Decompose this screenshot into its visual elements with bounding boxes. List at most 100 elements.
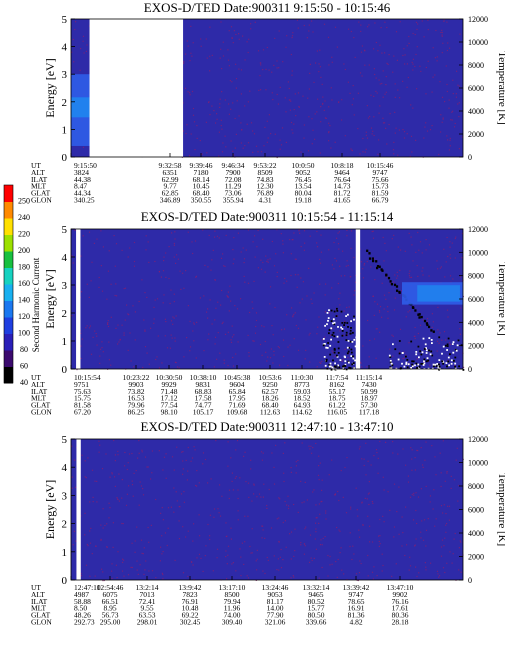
noise-dot — [367, 515, 369, 517]
patch-dot — [458, 365, 460, 368]
noise-dot — [265, 351, 267, 353]
noise-dot — [218, 512, 220, 514]
noise-dot — [421, 252, 423, 254]
noise-dot — [193, 323, 195, 325]
noise-dot — [196, 485, 198, 487]
noise-dot — [290, 100, 292, 102]
noise-dot — [322, 103, 324, 105]
noise-dot — [336, 46, 338, 48]
noise-dot — [459, 540, 461, 542]
noise-dot — [257, 229, 259, 232]
noise-dot — [105, 453, 107, 455]
noise-dot — [395, 563, 397, 565]
noise-dot — [144, 456, 147, 458]
noise-dot — [154, 260, 156, 263]
noise-dot — [360, 261, 362, 263]
noise-dot — [181, 451, 183, 453]
noise-dot — [385, 127, 387, 129]
noise-dot — [227, 545, 230, 547]
patch-dot — [420, 353, 423, 356]
noise-dot — [211, 259, 213, 261]
noise-dot — [207, 482, 209, 484]
noise-dot — [199, 140, 201, 142]
noise-dot — [359, 153, 361, 155]
noise-dot — [151, 472, 153, 474]
noise-dot — [115, 243, 118, 245]
noise-dot — [122, 558, 124, 560]
noise-dot — [240, 251, 242, 253]
noise-dot — [231, 563, 233, 565]
y-right-tick-label: 2000 — [468, 130, 484, 139]
noise-dot — [232, 42, 234, 44]
noise-dot — [102, 580, 104, 582]
trace-dot — [385, 274, 388, 277]
noise-dot — [373, 314, 375, 316]
noise-dot — [250, 459, 252, 461]
noise-dot — [224, 99, 226, 101]
noise-dot — [290, 274, 292, 277]
noise-dot — [362, 137, 364, 140]
ephemeris-value: 16.91 — [348, 604, 365, 613]
noise-dot — [93, 242, 95, 244]
noise-dot — [270, 133, 272, 135]
ephemeris-value: 13.54 — [295, 182, 312, 191]
noise-dot — [341, 119, 343, 121]
noise-dot — [331, 56, 333, 58]
noise-dot — [80, 345, 82, 347]
patch-dot — [434, 363, 437, 366]
noise-dot — [320, 539, 322, 541]
patch-dot — [389, 359, 392, 362]
noise-dot — [350, 276, 352, 278]
noise-dot — [415, 538, 417, 540]
noise-dot — [337, 490, 339, 493]
noise-dot — [392, 149, 395, 151]
noise-dot — [440, 485, 442, 488]
noise-dot — [226, 535, 228, 537]
patch-dot — [397, 358, 400, 361]
noise-dot — [101, 468, 104, 470]
y-axis-label: Energy [eV] — [43, 269, 57, 328]
noise-dot — [436, 60, 438, 62]
patch-dot — [442, 361, 445, 364]
noise-dot — [150, 478, 152, 480]
noise-dot — [373, 455, 375, 457]
noise-dot — [350, 506, 352, 508]
noise-dot — [427, 29, 429, 31]
noise-dot — [456, 447, 458, 449]
noise-dot — [369, 339, 371, 341]
noise-dot — [98, 451, 100, 453]
ephemeris-row-label: ALT — [31, 168, 45, 177]
noise-dot — [393, 483, 396, 485]
patch-dot — [352, 355, 354, 358]
noise-dot — [355, 274, 357, 277]
patch-dot — [341, 334, 344, 337]
patch-dot — [441, 360, 444, 363]
y-right-tick-label: 6000 — [468, 506, 484, 515]
patch-dot — [421, 369, 423, 371]
noise-dot — [373, 116, 375, 118]
ephemeris-value: 321.06 — [265, 618, 286, 627]
noise-dot — [409, 270, 411, 272]
noise-dot — [451, 119, 453, 121]
noise-dot — [237, 489, 239, 491]
noise-dot — [290, 577, 292, 579]
noise-dot — [331, 459, 333, 461]
noise-dot — [232, 489, 234, 491]
noise-dot — [404, 54, 406, 56]
noise-dot — [150, 327, 152, 329]
noise-dot — [449, 145, 451, 147]
noise-dot — [267, 259, 269, 261]
noise-dot — [273, 354, 275, 356]
noise-dot — [270, 348, 272, 350]
noise-dot — [453, 479, 456, 481]
noise-dot — [340, 275, 342, 277]
noise-dot — [176, 254, 178, 256]
noise-dot — [385, 84, 387, 86]
noise-dot — [382, 564, 384, 567]
ephemeris-row-label: GLON — [31, 408, 52, 417]
ephemeris-value: 117.18 — [359, 408, 380, 417]
noise-dot — [140, 539, 143, 541]
noise-dot — [457, 84, 459, 86]
noise-dot — [88, 296, 90, 298]
noise-dot — [85, 564, 88, 566]
